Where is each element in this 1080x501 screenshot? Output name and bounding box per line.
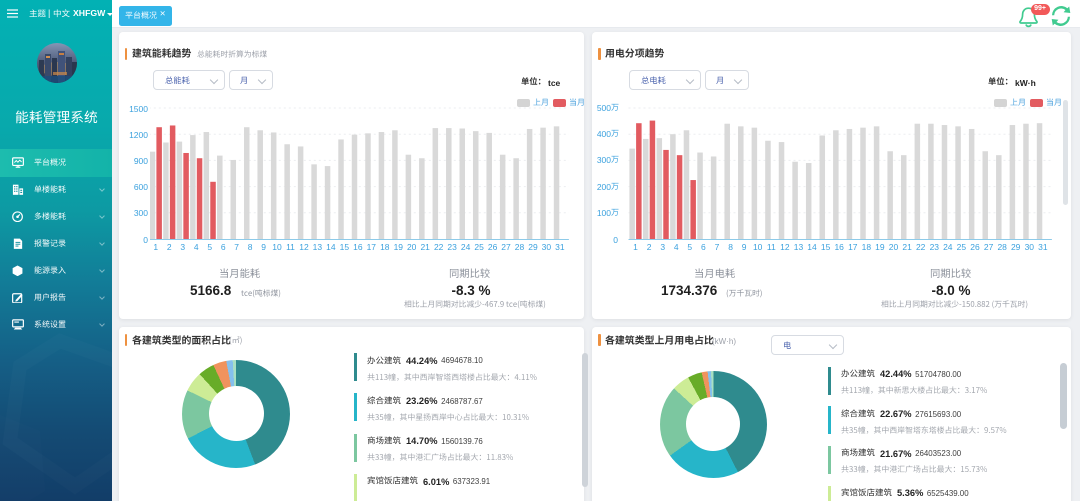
- svg-text:24: 24: [461, 242, 471, 252]
- svg-text:8: 8: [248, 242, 253, 252]
- svg-text:19: 19: [394, 242, 404, 252]
- svg-text:6: 6: [221, 242, 226, 252]
- svg-text:17: 17: [848, 242, 858, 252]
- svg-text:31: 31: [555, 242, 565, 252]
- svg-text:21: 21: [420, 242, 430, 252]
- svg-text:29: 29: [1011, 242, 1021, 252]
- svg-text:17: 17: [367, 242, 377, 252]
- svg-text:18: 18: [380, 242, 390, 252]
- svg-text:30: 30: [542, 242, 552, 252]
- svg-text:20: 20: [407, 242, 417, 252]
- svg-text:26: 26: [970, 242, 980, 252]
- svg-text:15: 15: [821, 242, 831, 252]
- svg-text:25: 25: [957, 242, 967, 252]
- svg-text:5: 5: [687, 242, 692, 252]
- svg-text:18: 18: [862, 242, 872, 252]
- svg-text:30: 30: [1025, 242, 1035, 252]
- svg-text:8: 8: [728, 242, 733, 252]
- svg-text:10: 10: [753, 242, 763, 252]
- svg-text:23: 23: [447, 242, 457, 252]
- svg-text:16: 16: [834, 242, 844, 252]
- svg-text:15: 15: [340, 242, 350, 252]
- svg-text:6: 6: [701, 242, 706, 252]
- svg-text:16: 16: [353, 242, 363, 252]
- svg-text:4: 4: [194, 242, 199, 252]
- svg-text:26: 26: [488, 242, 498, 252]
- svg-text:12: 12: [299, 242, 309, 252]
- svg-text:9: 9: [742, 242, 747, 252]
- svg-text:5: 5: [207, 242, 212, 252]
- svg-text:27: 27: [501, 242, 511, 252]
- svg-text:7: 7: [715, 242, 720, 252]
- svg-text:27: 27: [984, 242, 994, 252]
- svg-text:2: 2: [167, 242, 172, 252]
- svg-text:13: 13: [313, 242, 323, 252]
- svg-text:3: 3: [660, 242, 665, 252]
- svg-text:2: 2: [647, 242, 652, 252]
- svg-text:9: 9: [261, 242, 266, 252]
- svg-text:21: 21: [902, 242, 912, 252]
- svg-text:11: 11: [286, 242, 295, 252]
- svg-text:12: 12: [780, 242, 790, 252]
- svg-text:28: 28: [997, 242, 1007, 252]
- svg-text:11: 11: [767, 242, 776, 252]
- svg-text:7: 7: [234, 242, 239, 252]
- svg-text:1: 1: [153, 242, 158, 252]
- svg-text:29: 29: [528, 242, 538, 252]
- svg-text:23: 23: [930, 242, 940, 252]
- svg-text:14: 14: [326, 242, 336, 252]
- svg-text:3: 3: [180, 242, 185, 252]
- svg-text:24: 24: [943, 242, 953, 252]
- svg-text:10: 10: [272, 242, 282, 252]
- svg-text:19: 19: [875, 242, 885, 252]
- svg-text:20: 20: [889, 242, 899, 252]
- svg-text:25: 25: [474, 242, 484, 252]
- svg-text:4: 4: [674, 242, 679, 252]
- svg-text:13: 13: [794, 242, 804, 252]
- svg-text:22: 22: [434, 242, 444, 252]
- svg-text:28: 28: [515, 242, 525, 252]
- svg-text:14: 14: [807, 242, 817, 252]
- svg-text:1: 1: [633, 242, 638, 252]
- svg-text:22: 22: [916, 242, 926, 252]
- svg-text:31: 31: [1038, 242, 1048, 252]
